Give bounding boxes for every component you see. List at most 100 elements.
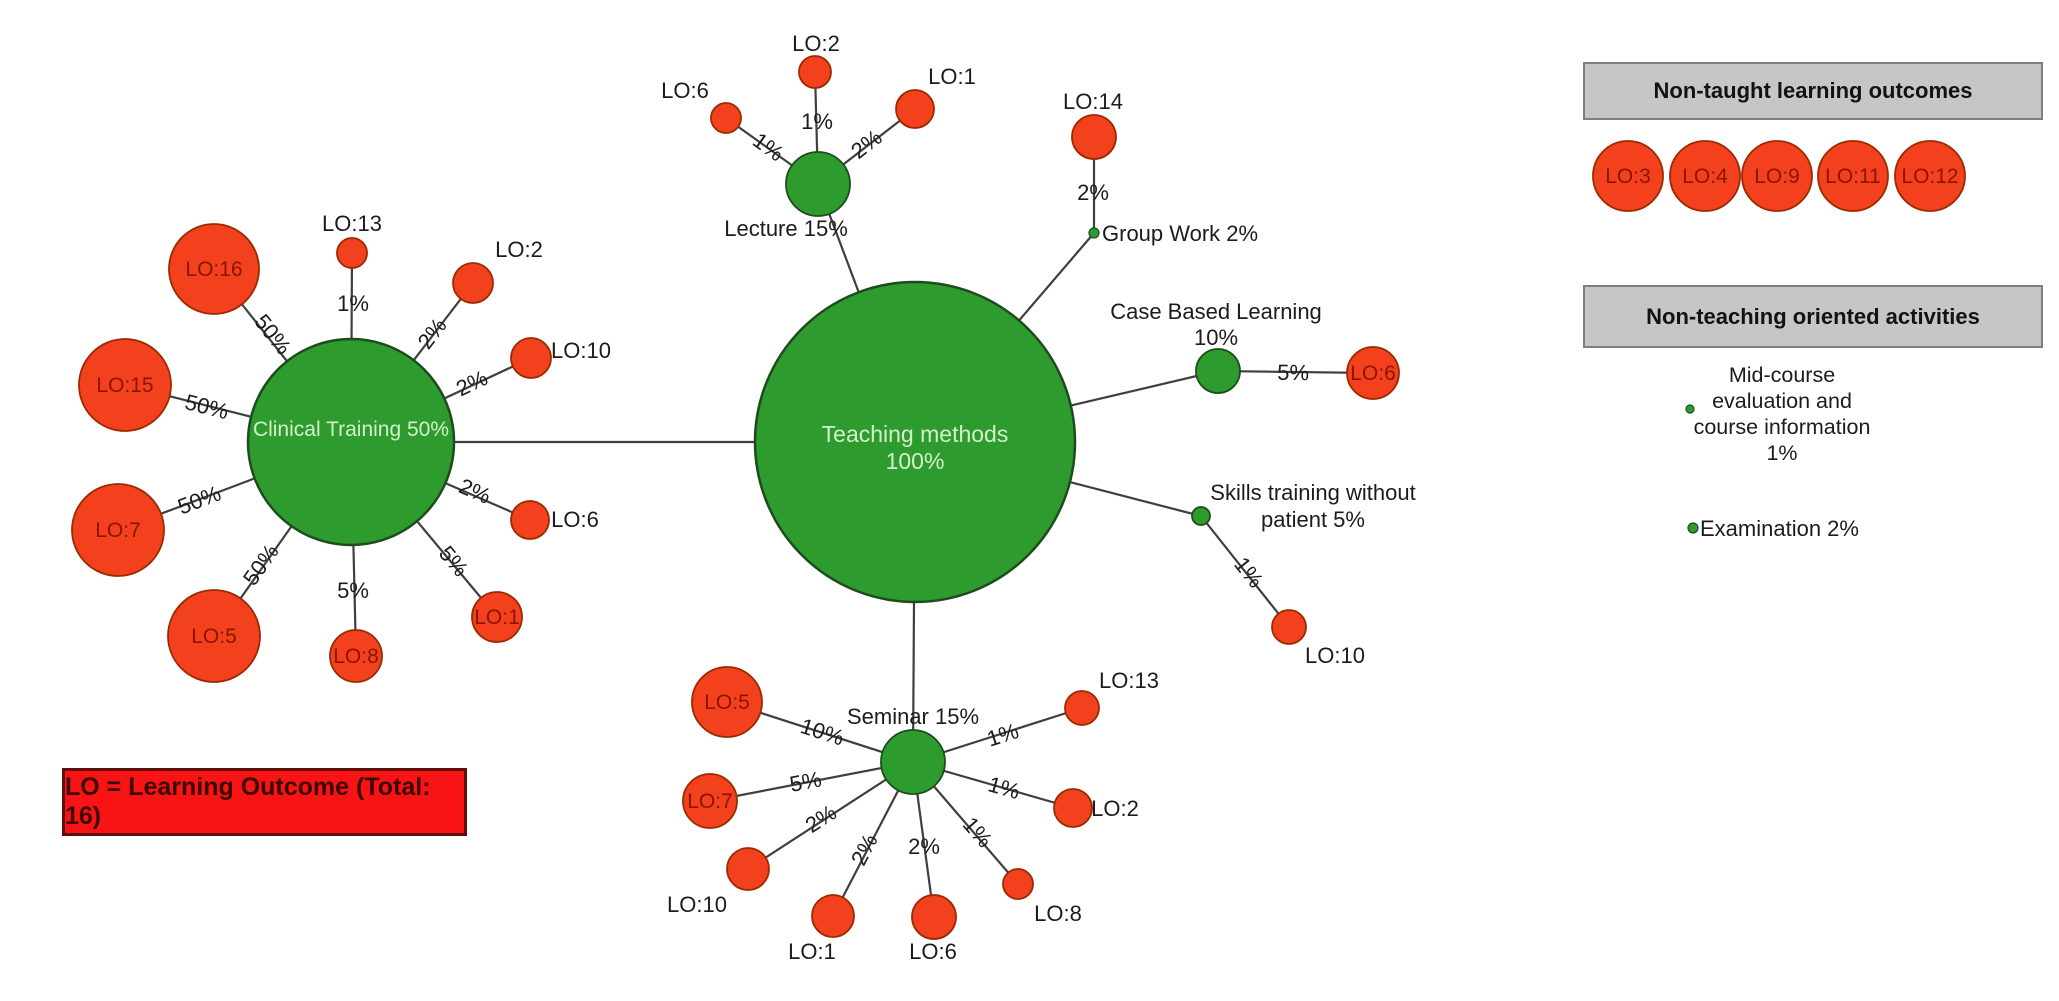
- label-sem-lo2: LO:2: [1091, 796, 1139, 821]
- midcourse-evaluation-label: Mid-course evaluation and course informa…: [1661, 362, 1903, 466]
- edge-label-sem-lo2: 1%: [985, 771, 1022, 804]
- edge-label-ct-lo15: 50%: [182, 389, 231, 424]
- node-sem-lo1: [811, 894, 855, 938]
- edge-label-sem-lo6: 2%: [908, 834, 940, 859]
- node-lec-lo2: [798, 55, 832, 89]
- label-sem-lo5: LO:5: [704, 691, 750, 714]
- label-gw-lo14: LO:14: [1063, 89, 1123, 114]
- midcourse-line-3: course information: [1693, 415, 1871, 439]
- label-seminar: Seminar 15%: [847, 704, 979, 729]
- node-st-lo10: [1271, 609, 1307, 645]
- non-teaching-activities-title: Non-teaching oriented activities: [1646, 303, 1980, 329]
- label-ct-lo6: LO:6: [551, 507, 599, 532]
- node-group-work: [1088, 227, 1100, 239]
- edge-label-sem-lo8: 1%: [958, 812, 998, 852]
- node-lec-lo1: [895, 89, 935, 129]
- node-teaching-methods: [753, 280, 1077, 604]
- node-ct-lo8: [329, 629, 383, 683]
- node-ct-lo6: [510, 500, 550, 540]
- label-st-lo10: LO:10: [1305, 643, 1365, 668]
- node-gw-lo14: [1071, 114, 1117, 160]
- edge-label-ct-lo6: 2%: [455, 473, 494, 509]
- node-ct-lo1: [471, 591, 523, 643]
- edge-seminar-sem-lo7: [709, 760, 914, 803]
- node-sem-lo5: [691, 666, 763, 738]
- edge-label-sem-lo1: 2%: [846, 830, 883, 870]
- label-sem-lo8: LO:8: [1034, 901, 1082, 926]
- node-ct-lo13: [336, 237, 368, 269]
- edge-label-sem-lo7: 5%: [788, 766, 824, 797]
- node-lecture: [785, 151, 851, 217]
- label-ct-lo13: LO:13: [322, 211, 382, 236]
- node-nt-lo11: [1817, 140, 1889, 212]
- label-sem-lo10: LO:10: [667, 892, 727, 917]
- midcourse-line-4: 1%: [1766, 441, 1798, 465]
- node-ct-lo15: [78, 338, 172, 432]
- label-lec-lo1: LO:1: [928, 64, 976, 89]
- label-ct-lo2: LO:2: [495, 237, 543, 262]
- edge-label-lec-lo6: 1%: [748, 127, 788, 166]
- node-ct-lo10: [510, 337, 552, 379]
- node-clinical-training: [246, 337, 456, 547]
- label-case-based-learning: Case Based Learning: [1110, 299, 1322, 324]
- midcourse-line-1: Mid-course: [1728, 363, 1836, 387]
- label-ct-lo8: LO:8: [333, 645, 379, 668]
- node-sem-lo7: [682, 773, 738, 829]
- edge-label-cbl-lo6: 5%: [1277, 360, 1309, 385]
- label-clinical-training: Clinical Training 50%: [253, 418, 449, 441]
- label-lec-lo2: LO:2: [792, 31, 840, 56]
- label-ct-lo10: LO:10: [551, 338, 611, 363]
- edge-label-ct-lo16: 50%: [249, 309, 296, 359]
- label-sem-lo13: LO:13: [1099, 668, 1159, 693]
- label-lecture: Lecture 15%: [724, 216, 848, 241]
- node-sem-lo6: [911, 894, 957, 940]
- label-sem-lo1: LO:1: [788, 939, 836, 964]
- non-taught-outcomes-header: Non-taught learning outcomes: [1583, 62, 2043, 120]
- label-nt-lo9: LO:9: [1754, 165, 1800, 188]
- label-case-based-learning: 10%: [1194, 325, 1238, 350]
- edge-label-sem-lo5: 10%: [798, 713, 848, 750]
- label-ct-lo7: LO:7: [95, 519, 141, 542]
- node-examination-dot: [1687, 522, 1699, 534]
- edge-label-ct-lo7: 50%: [174, 481, 224, 520]
- edge-label-ct-lo13: 1%: [337, 291, 369, 316]
- label-skills-training: patient 5%: [1261, 507, 1365, 532]
- node-cbl-lo6: [1346, 346, 1400, 400]
- edge-label-lec-lo2: 1%: [801, 109, 833, 134]
- node-case-based-learning: [1195, 348, 1241, 394]
- node-sem-lo13: [1064, 690, 1100, 726]
- label-nt-lo3: LO:3: [1605, 165, 1651, 188]
- node-sem-lo8: [1002, 868, 1034, 900]
- node-ct-lo16: [168, 223, 260, 315]
- label-sem-lo7: LO:7: [687, 790, 733, 813]
- label-ct-lo1: LO:1: [474, 606, 520, 629]
- node-midcourse-dot: [1685, 404, 1695, 414]
- node-ct-lo2: [452, 262, 494, 304]
- node-nt-lo3: [1592, 140, 1664, 212]
- label-teaching-methods: Teaching methods: [822, 421, 1009, 447]
- examination-label: Examination 2%: [1700, 516, 1859, 541]
- label-teaching-methods: 100%: [886, 448, 945, 474]
- node-lec-lo6: [710, 102, 742, 134]
- label-group-work: Group Work 2%: [1102, 221, 1258, 246]
- midcourse-line-2: evaluation and: [1712, 389, 1852, 413]
- label-nt-lo4: LO:4: [1682, 165, 1728, 188]
- label-ct-lo15: LO:15: [96, 374, 153, 397]
- edge-label-sem-lo13: 1%: [984, 718, 1022, 751]
- label-sem-lo6: LO:6: [909, 939, 957, 964]
- label-ct-lo5: LO:5: [191, 625, 237, 648]
- label-skills-training: Skills training without: [1210, 480, 1415, 505]
- legend-text: LO = Learning Outcome (Total: 16): [65, 773, 431, 830]
- label-ct-lo16: LO:16: [185, 258, 242, 281]
- non-taught-outcomes-title: Non-taught learning outcomes: [1653, 78, 1973, 103]
- node-ct-lo7: [71, 483, 165, 577]
- label-nt-lo12: LO:12: [1901, 165, 1958, 188]
- edge-label-ct-lo8: 5%: [337, 578, 369, 603]
- node-ct-lo5: [167, 589, 261, 683]
- label-cbl-lo6: LO:6: [1350, 362, 1396, 385]
- node-skills-training: [1191, 506, 1211, 526]
- node-seminar: [880, 729, 946, 795]
- label-lec-lo6: LO:6: [661, 78, 709, 103]
- node-sem-lo2: [1053, 788, 1093, 828]
